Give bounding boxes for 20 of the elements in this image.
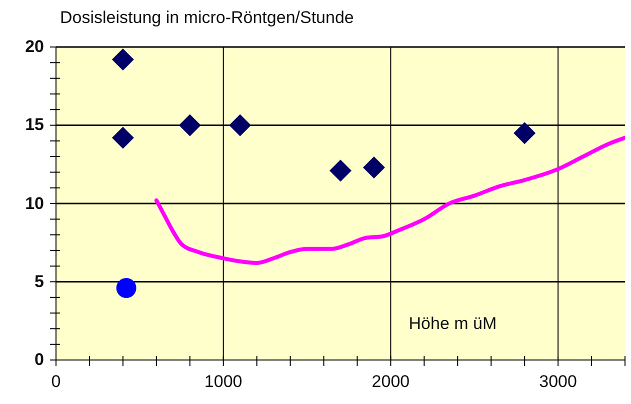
y-tick-label: 0 — [34, 350, 44, 370]
point — [112, 48, 134, 71]
point — [330, 160, 352, 182]
point — [514, 122, 536, 144]
y-tick-label: 10 — [24, 194, 44, 214]
point — [362, 156, 385, 179]
x-axis-title: Höhe m üM — [408, 314, 497, 334]
point — [229, 114, 252, 136]
x-tick-label: 3000 — [538, 372, 578, 392]
point — [112, 126, 134, 149]
line-series — [154, 136, 625, 265]
x-tick-label: 2000 — [370, 372, 411, 392]
x-tick-label: 1000 — [203, 372, 244, 392]
y-axis-title: Dosisleistung in micro-Röntgen/Stunde — [60, 8, 354, 28]
point — [116, 278, 136, 298]
point — [178, 114, 201, 136]
y-tick-label: 20 — [24, 37, 44, 57]
x-tick-label: 0 — [50, 372, 62, 392]
y-tick-label: 15 — [24, 115, 44, 136]
y-tick-label: 5 — [34, 272, 44, 292]
